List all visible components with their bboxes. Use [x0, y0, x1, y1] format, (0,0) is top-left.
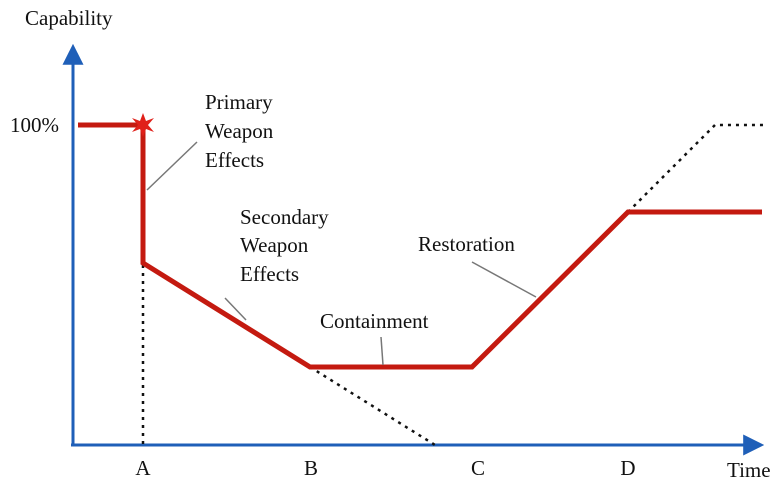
annotation: Effects: [240, 262, 299, 286]
impact-star: [132, 113, 154, 137]
x-tick-label: A: [135, 456, 151, 480]
y-tick-label: 100%: [10, 113, 59, 137]
dotted-projections: [141, 123, 765, 447]
y-axis-label: Capability: [25, 6, 113, 30]
annotation: Primary: [205, 90, 273, 114]
annotation: Effects: [205, 148, 264, 172]
annotation: Weapon: [240, 233, 309, 257]
x-tick-label: C: [471, 456, 485, 480]
x-tick-label: B: [304, 456, 318, 480]
x-axis-label: Time: [727, 458, 771, 482]
annotation: Containment: [320, 309, 429, 333]
annotation: Secondary: [240, 205, 329, 229]
annotation: Weapon: [205, 119, 274, 143]
x-tick-label: D: [620, 456, 635, 480]
leader-lines: [146, 141, 537, 366]
annotation: Restoration: [418, 232, 515, 256]
